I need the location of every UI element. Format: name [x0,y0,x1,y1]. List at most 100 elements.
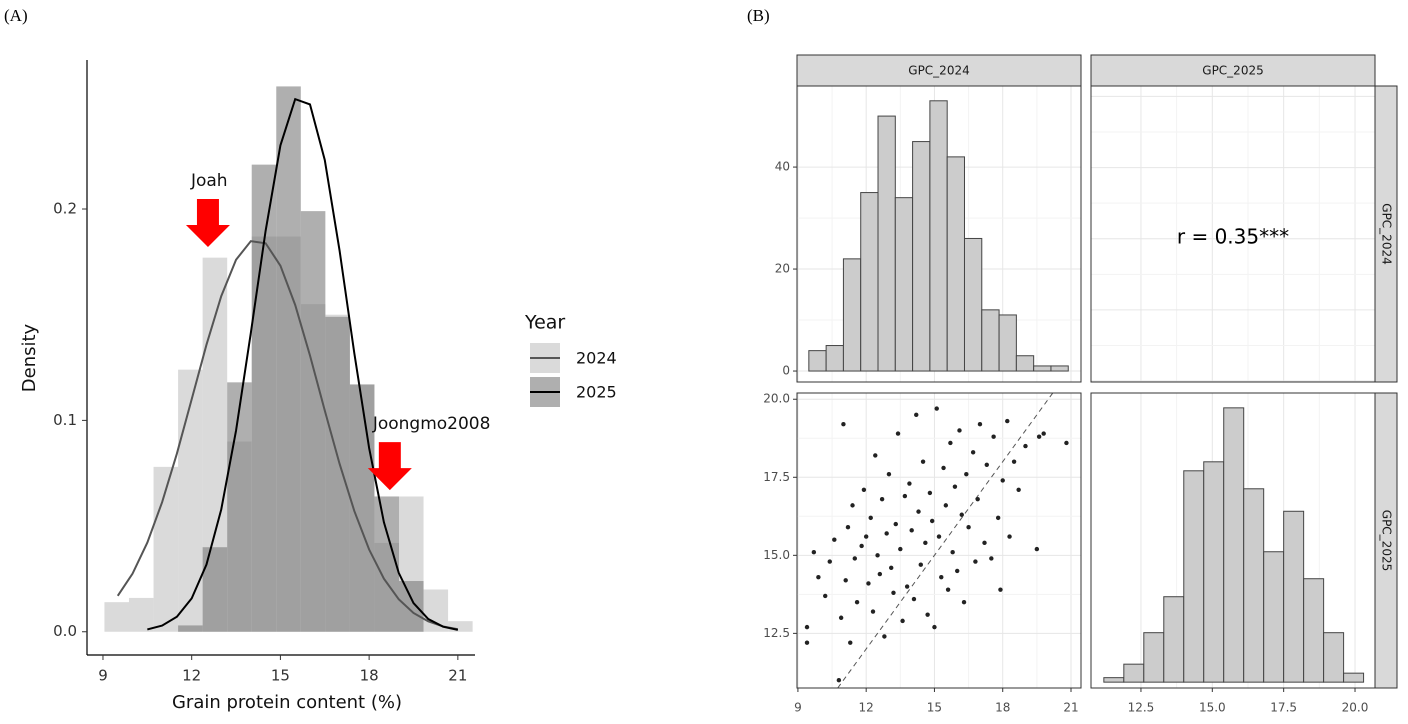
scatter-point [970,450,976,455]
histogram-bar [178,369,203,632]
scatter-point [854,599,860,605]
scatter-point [920,459,926,464]
histogram-bar [1123,663,1145,683]
histogram-bar [877,115,896,372]
histogram-bar [1143,632,1165,683]
strip-label: GPC_2025 [1202,64,1263,78]
x-tick-label: 12.5 [1128,701,1155,715]
y-tick-label: 20 [775,262,790,276]
scatter-point [836,677,842,683]
strip [1090,54,1376,87]
histogram-bar [1303,578,1325,683]
scatter-point [889,565,894,571]
strip-label: GPC_2024 [908,64,969,78]
y-tick-label: 20.0 [763,392,790,406]
annotation-arrow [185,199,230,248]
scatter-point [943,503,949,508]
y-tick-label: 15.0 [763,548,790,562]
scatter-point [966,525,971,530]
scatter-point [939,574,944,580]
histogram-bar [946,156,965,372]
scatter-point [964,471,969,477]
histogram-bar [860,192,879,372]
scatter-point [1011,459,1017,464]
scatter-point [934,406,939,411]
histogram-bar [963,237,983,372]
scatter-point [927,490,933,496]
x-tick-label: 17.5 [1270,701,1297,715]
scatter-point [866,581,871,586]
strip [796,54,1082,87]
scatter-point [950,550,955,555]
histogram-bar [1163,596,1185,683]
histogram-bar [251,164,277,632]
histogram-bar [227,382,252,632]
scatter-point [911,596,917,602]
histogram-bar [398,581,424,632]
panel-label: (B) [747,6,770,25]
histogram-bar [1033,365,1052,372]
scatter-point [1034,546,1040,552]
histogram-bar [202,547,228,632]
histogram-bar [153,466,179,632]
scatter-point [900,618,905,624]
scatter-point [832,537,837,542]
scatter-point [891,590,896,595]
scatter-point [977,422,983,427]
y-tick-label: 0.0 [53,622,77,640]
scatter-point [918,562,923,567]
scatter-point [991,434,996,439]
scatter-point [936,534,942,539]
scatter-point [895,431,901,436]
histogram-bar [998,314,1017,372]
scatter-point [861,487,867,492]
histogram-bar [1050,365,1069,372]
scatter-point [841,422,846,427]
histogram-bar [1323,632,1345,683]
histogram-bar [448,621,473,632]
histogram-bar [808,350,827,372]
histogram-bar [1015,355,1035,372]
histogram-bar [1263,551,1285,683]
histogram-bar [912,141,931,372]
scatter-point [902,493,908,499]
scatter-point [850,503,855,508]
histogram-bar [104,602,129,632]
histogram-bar [178,625,203,632]
scatter-point [868,515,873,521]
scatter-point [975,496,980,502]
x-tick-label: 21 [448,667,467,685]
x-tick-label: 20.0 [1342,701,1369,715]
scatter-point [995,515,1001,521]
scatter-point [811,550,817,555]
y-tick-label: 0.1 [53,411,77,429]
scatter-point [870,609,876,614]
scatter-point [959,512,964,517]
scatter-point [1007,534,1012,539]
scatter-point [859,543,864,549]
scatter-point [923,540,928,546]
scatter-point [1041,431,1046,436]
scatter-point [916,509,921,514]
scatter-point [823,593,828,599]
histogram-bar [1183,470,1205,683]
histogram-bar [325,316,350,632]
scatter-point [804,624,810,630]
strip-label: GPC_2025 [1380,510,1394,571]
scatter-point [882,634,887,639]
x-tick-label: 9 [98,667,108,685]
scatter-point [838,615,844,620]
panel-border [796,392,1082,689]
histogram-bar [374,496,399,632]
histogram-bar [825,345,844,372]
scatter-point [984,462,989,467]
histogram-bar [842,258,862,372]
x-tick-label: 18 [995,701,1010,715]
y-axis-title: Density [19,323,40,392]
histogram-bar [1223,407,1245,683]
scatter-point [898,546,903,552]
scatter-point [909,528,914,533]
scatter-point [982,540,987,546]
y-tick-label: 12.5 [763,626,790,640]
